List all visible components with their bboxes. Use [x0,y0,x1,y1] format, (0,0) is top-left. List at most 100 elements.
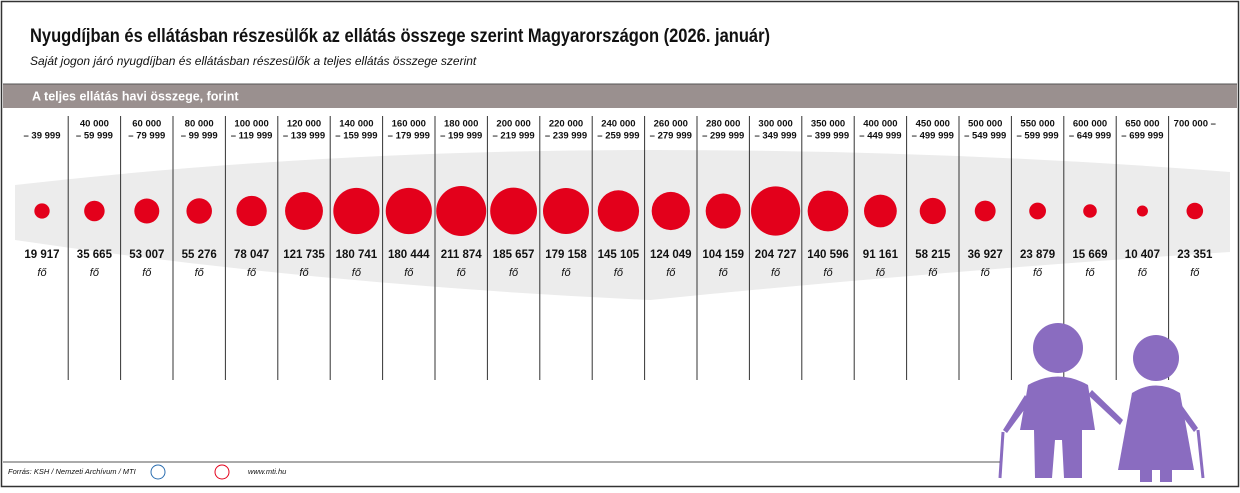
value-label: 91 161 [863,249,899,261]
range-to: – 99 999 [181,131,218,142]
unit-label: fő [981,267,991,279]
range-to: – 179 999 [388,131,430,142]
unit-label: fő [1138,267,1148,279]
range-from: 650 000 [1125,119,1159,130]
range-to: – 599 999 [1016,131,1058,142]
value-label: 211 874 [441,249,483,261]
range-to: – 79 999 [128,131,165,142]
range-to: – 59 999 [76,131,113,142]
range-to: – 259 999 [597,131,639,142]
unit-label: fő [561,267,571,279]
range-from: 220 000 [549,119,583,130]
unit-label: fő [719,267,729,279]
range-to: – 449 999 [859,131,901,142]
bubble [974,200,996,222]
unit-label: fő [614,267,624,279]
range-from: 550 000 [1020,119,1054,130]
bubble [651,191,690,231]
bubble [134,198,160,224]
range-from: 80 000 [185,119,214,130]
range-from: 240 000 [601,119,635,130]
bubble [705,193,741,229]
value-label: 180 444 [388,249,430,261]
bubble [864,194,897,228]
unit-label: fő [404,267,414,279]
unit-label: fő [142,267,152,279]
illustration [998,323,1205,482]
range-to: – 199 999 [440,131,482,142]
range-to: – 239 999 [545,131,587,142]
value-label: 36 927 [968,249,1003,261]
range-to: – 279 999 [650,131,692,142]
range-from: 600 000 [1073,119,1107,130]
value-label: 53 007 [129,249,164,261]
bubble [84,200,105,222]
bubble [333,187,380,235]
range-from: 260 000 [654,119,688,130]
value-label: 55 276 [182,249,217,261]
website: www.mti.hu [248,467,287,476]
unit-label: fő [352,267,362,279]
range-to: – 139 999 [283,131,325,142]
value-label: 180 741 [336,249,378,261]
range-to: – 39 999 [24,131,61,142]
bubble [751,186,801,236]
range-from: 200 000 [496,119,530,130]
value-label: 140 596 [807,249,849,261]
title: Nyugdíjban és ellátásban részesülők az e… [30,26,770,47]
bubble [34,203,50,219]
range-from: 700 000 – [1174,119,1216,130]
unit-label: fő [37,267,47,279]
bubble [597,190,640,232]
value-label: 35 665 [77,249,113,261]
range-from: 280 000 [706,119,740,130]
range-from: 100 000 [234,119,268,130]
range-from: 120 000 [287,119,321,130]
range-from: 180 000 [444,119,478,130]
unit-label: fő [823,267,833,279]
value-label: 78 047 [234,249,269,261]
logo [150,464,166,480]
range-from: 60 000 [132,119,161,130]
value-label: 23 351 [1177,249,1213,261]
value-label: 121 735 [283,249,325,261]
bubble [490,187,538,235]
range-from: 160 000 [392,119,426,130]
value-label: 10 407 [1125,249,1160,261]
unit-label: fő [299,267,309,279]
range-to: – 159 999 [335,131,377,142]
unit-label: fő [876,267,886,279]
value-label: 23 879 [1020,249,1055,261]
value-label: 179 158 [545,249,587,261]
range-from: 500 000 [968,119,1002,130]
range-to: – 299 999 [702,131,744,142]
unit-label: fő [195,267,205,279]
range-from: 40 000 [80,119,109,130]
unit-label: fő [928,267,938,279]
header-band [3,84,1237,108]
bubble [1136,205,1148,217]
bubble [543,188,589,234]
unit-label: fő [1033,267,1043,279]
bubble [1029,202,1046,220]
bubble [236,195,267,227]
range-to: – 549 999 [964,131,1006,142]
unit-label: fő [1085,267,1095,279]
subtitle: Saját jogon járó nyugdíjban és ellátásba… [30,54,477,68]
range-to: – 649 999 [1069,131,1111,142]
range-from: 300 000 [758,119,792,130]
x-axis-label: A teljes ellátás havi összege, forint [32,89,239,103]
unit-label: fő [247,267,257,279]
unit-label: fő [457,267,467,279]
bubble [1083,204,1097,218]
value-label: 204 727 [755,249,797,261]
bubble [919,197,946,225]
value-label: 124 049 [650,249,692,261]
range-from: 350 000 [811,119,845,130]
logo [214,464,230,480]
range-from: 140 000 [339,119,373,130]
range-to: – 349 999 [754,131,796,142]
unit-label: fő [666,267,676,279]
value-label: 145 105 [598,249,640,261]
